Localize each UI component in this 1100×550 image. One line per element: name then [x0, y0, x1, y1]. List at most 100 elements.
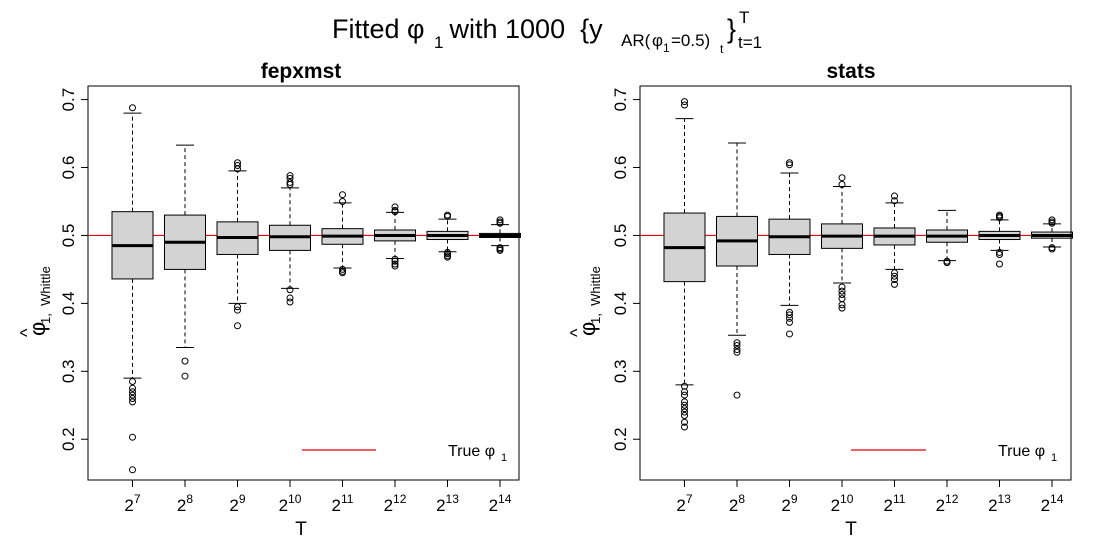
outlier-point — [681, 408, 688, 416]
figure-title: Fitted φ 1 with 1000 {y AR( φ 1 =0.5) t … — [332, 8, 762, 56]
outlier-point — [681, 401, 688, 409]
plot-area: 0.2 0.3 0.4 0.5 0.6 0.7 27 28 29 210 211 212 213 214 — [59, 85, 521, 515]
y-axis-label: φ ^ 1, Whittle — [17, 266, 53, 337]
box-2^7 — [663, 98, 706, 431]
outlier-point — [733, 348, 741, 356]
outlier-point — [181, 357, 189, 365]
figure-title-part: } — [727, 14, 736, 44]
outlier-point — [1048, 245, 1056, 253]
outlier-point — [891, 276, 898, 284]
figure-title-part: t — [720, 42, 724, 56]
outlier-point — [286, 181, 294, 188]
figure-title-part: φ — [652, 31, 663, 50]
x-tick-label: 213 — [436, 492, 459, 515]
x-tick-label: 28 — [177, 492, 193, 515]
outlier-point — [891, 272, 898, 280]
box-2^12 — [926, 209, 968, 267]
outlier-point — [838, 295, 846, 303]
panel-fepxmst: fepxmst 0.2 0.3 0.4 0.5 0.6 0.7 27 28 29 210 211 21… — [17, 60, 521, 540]
outlier-point — [496, 219, 504, 227]
outlier-point — [444, 250, 451, 258]
outlier-point — [129, 391, 136, 399]
outlier-point — [339, 269, 346, 277]
x-axis-label: T — [295, 519, 307, 540]
outlier-point — [681, 98, 688, 106]
plot-frame — [639, 85, 1072, 481]
outlier-point — [391, 260, 399, 268]
panel-title: stats — [826, 60, 875, 83]
y-tick-label: 0.7 — [611, 88, 630, 112]
figure-title-part: 1 — [434, 33, 443, 52]
box-2^8 — [716, 142, 758, 399]
figure-title-part: T — [739, 8, 749, 27]
outlier-point — [234, 165, 241, 173]
outlier-point — [838, 291, 846, 299]
outlier-point — [786, 159, 793, 167]
box-2^11 — [321, 191, 364, 277]
outlier-point — [681, 418, 688, 426]
y-axis-label-symbol: φ — [575, 322, 600, 336]
y-axis-label: φ ^ 1, Whittle — [567, 266, 603, 337]
outlier-point — [943, 259, 951, 267]
outlier-point — [681, 382, 688, 390]
x-tick-label: 212 — [936, 492, 959, 515]
x-tick-label: 210 — [831, 492, 854, 515]
outlier-point — [891, 192, 898, 200]
outlier-point — [996, 214, 1003, 222]
outlier-point — [1048, 216, 1056, 224]
outlier-point — [996, 260, 1003, 268]
outlier-point — [681, 405, 688, 413]
outlier-point — [391, 257, 399, 265]
box-2^14 — [479, 216, 521, 254]
box-2^11 — [873, 192, 916, 288]
figure-title-part: with 1000 {y — [442, 14, 603, 44]
box-2^10 — [821, 174, 863, 312]
outlier-point — [733, 346, 741, 354]
outlier-point — [1048, 219, 1056, 227]
outlier-point — [891, 197, 898, 205]
y-tick-label: 0.7 — [59, 88, 78, 112]
box-2^9 — [216, 159, 259, 330]
outlier-point — [444, 212, 451, 220]
panel-stats: stats 0.2 0.3 0.4 0.5 0.6 0.7 27 28 29 210 211 212 2… — [567, 60, 1073, 540]
outlier-point — [339, 197, 346, 205]
outlier-point — [391, 203, 399, 211]
x-tick-label: 27 — [124, 492, 140, 515]
outlier-point — [786, 330, 793, 338]
figure-title-part: t=1 — [738, 33, 762, 52]
outlier-point — [733, 341, 741, 349]
x-tick-label: 214 — [489, 492, 512, 515]
outlier-point — [129, 433, 136, 441]
outlier-point — [996, 250, 1003, 258]
outlier-point — [129, 394, 136, 402]
outlier-point — [681, 391, 688, 399]
outlier-point — [996, 248, 1003, 256]
outlier-point — [129, 378, 136, 385]
outlier-point — [286, 172, 294, 180]
outlier-point — [234, 161, 241, 169]
outlier-point — [444, 253, 451, 261]
outlier-point — [234, 322, 241, 330]
box-2^12 — [374, 203, 416, 270]
y-tick-label: 0.4 — [59, 292, 78, 316]
box-2^14 — [1031, 216, 1073, 253]
x-tick-label: 214 — [1041, 492, 1064, 515]
x-tick-label: 212 — [384, 492, 407, 515]
plot-frame — [87, 85, 520, 481]
outlier-point — [234, 306, 241, 314]
legend-label-subscript: 1 — [1051, 452, 1057, 464]
outlier-point — [786, 311, 793, 319]
outlier-point — [786, 318, 793, 326]
outlier-point — [339, 265, 346, 273]
outlier-point — [496, 216, 504, 224]
outlier-point — [234, 303, 241, 311]
x-tick-label: 29 — [781, 492, 797, 515]
outlier-point — [681, 388, 688, 396]
x-tick-label: 28 — [729, 492, 745, 515]
plot-area: 0.2 0.3 0.4 0.5 0.6 0.7 27 28 29 210 211 212 213 214 — [611, 85, 1073, 515]
panel-title: fepxmst — [261, 60, 342, 83]
x-tick-label: 29 — [229, 492, 245, 515]
outlier-point — [129, 388, 136, 396]
outlier-point — [681, 411, 688, 419]
